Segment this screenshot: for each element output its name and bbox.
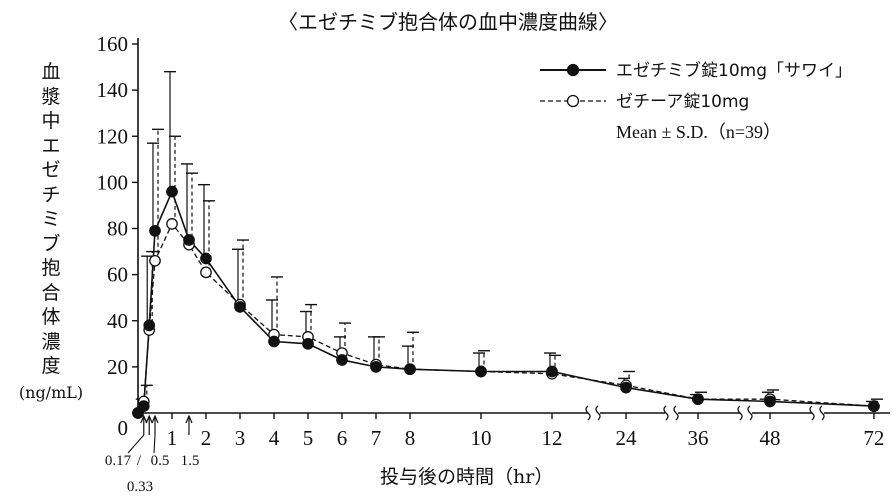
x-tick-label: 36 [688, 426, 709, 450]
data-point-sawai [370, 361, 382, 373]
x-axis-break [809, 405, 815, 421]
x-axis-break [747, 405, 753, 421]
x-axis-break [595, 405, 601, 421]
x-small-tick-leader [153, 434, 156, 454]
x-small-tick-leader [127, 434, 145, 454]
x-small-tick-arrowhead [185, 414, 193, 424]
x-tick-label: 1 [167, 426, 178, 450]
data-point-sawai [302, 337, 314, 350]
series-line-sawai [137, 189, 874, 414]
data-point-sawai [149, 224, 161, 237]
x-tick-label: 7 [371, 426, 382, 450]
x-tick-label: 5 [303, 426, 314, 450]
data-point-sawai [546, 365, 558, 378]
data-point-sawai [692, 393, 704, 406]
x-tick-label: 2 [201, 426, 212, 450]
x-tick-label: 3 [235, 426, 246, 450]
x-axis-break [585, 405, 591, 421]
chart-title: 〈エゼチミブ抱合体の血中濃度曲線〉 [278, 10, 618, 34]
data-point-sawai [166, 185, 178, 198]
x-axis-break [819, 405, 825, 421]
data-point-sawai [143, 319, 156, 332]
x-small-tick-label: 0.5 [151, 453, 170, 469]
x-tick-label: 4 [269, 426, 280, 450]
y-tick-label: 60 [107, 263, 128, 287]
y-axis-label-main: 血漿中エゼチミブ抱合体濃度 [41, 61, 61, 377]
legend-label-sawai: エゼチミブ錠10mg「サワイ」 [616, 60, 852, 81]
data-point-sawai [234, 301, 246, 313]
data-point-sawai [268, 335, 280, 348]
x-tick-label: 72 [863, 426, 884, 450]
legend-note: Mean ± S.D.（n=39） [616, 122, 781, 142]
legend-label-zetia: ゼチーア錠10mg [616, 92, 749, 112]
data-point-sawai [764, 395, 776, 408]
x-small-tick-label: 1.5 [181, 453, 200, 469]
y-tick-label: 0 [118, 416, 129, 440]
x-tick-label: 6 [337, 426, 348, 450]
data-point-sawai [868, 400, 880, 412]
y-tick-label: 20 [107, 355, 128, 379]
data-point-sawai [336, 354, 348, 366]
x-small-tick-arrowhead [151, 414, 159, 424]
y-axis-label: 血漿中エゼチミブ抱合体濃度 (ng/mL) [10, 60, 92, 405]
y-axis-label-unit: (ng/mL) [18, 382, 84, 402]
data-point-sawai [137, 400, 150, 412]
data-point-sawai [620, 381, 632, 394]
data-point-zetia [200, 266, 212, 279]
y-tick-label: 160 [97, 32, 129, 56]
y-tick-label: 100 [97, 170, 129, 194]
x-small-tick-arrowhead [145, 414, 153, 424]
x-axis-break [673, 405, 679, 421]
x-tick-label: 8 [405, 426, 416, 450]
x-axis-break [663, 405, 669, 421]
x-small-tick-separator: / [137, 453, 142, 469]
y-tick-label: 40 [107, 309, 128, 333]
x-tick-label: 12 [542, 426, 563, 450]
data-point-sawai [404, 363, 416, 376]
data-point-sawai [200, 252, 212, 265]
x-axis-label: 投与後の時間（hr） [380, 466, 554, 488]
data-point-sawai [475, 365, 487, 378]
legend-marker-sawai [566, 63, 580, 77]
x-small-tick-label: 0.17 [105, 453, 132, 469]
x-small-tick-label: 0.33 [127, 479, 153, 495]
y-tick-label: 80 [107, 217, 128, 241]
x-tick-label: 48 [760, 426, 781, 450]
y-tick-label: 120 [97, 124, 129, 148]
x-tick-label: 10 [471, 426, 492, 450]
data-point-zetia [149, 254, 161, 267]
y-tick-label: 140 [97, 78, 129, 102]
x-tick-label: 24 [616, 426, 638, 450]
legend-marker-zetia [566, 94, 580, 108]
data-point-zetia [166, 218, 178, 230]
data-point-sawai [183, 234, 195, 246]
series-line-zetia [137, 222, 874, 414]
x-axis-break [737, 405, 743, 421]
x-small-tick-arrowhead [140, 414, 148, 424]
